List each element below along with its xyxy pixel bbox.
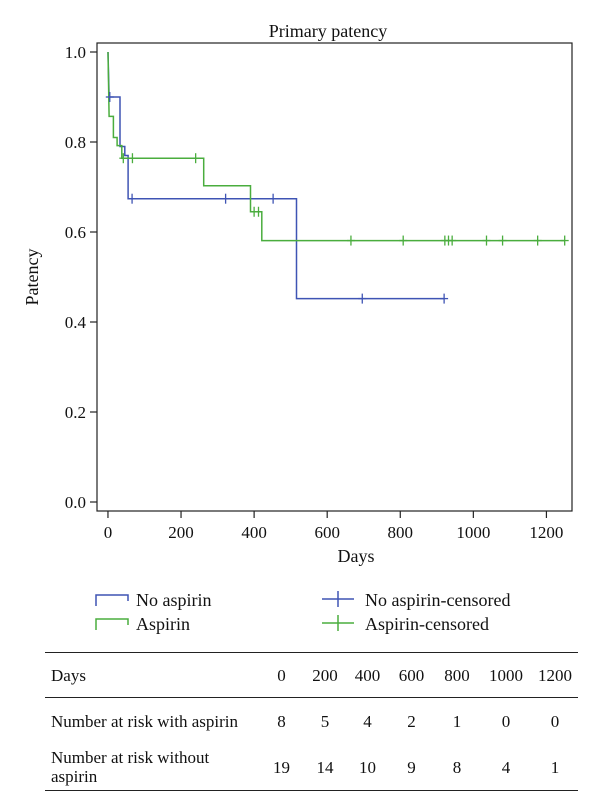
chart-title: Primary patency	[269, 21, 387, 41]
plot-frame	[96, 42, 573, 512]
x-tick-label: 400	[241, 523, 267, 542]
y-tick-label: 1.0	[65, 43, 86, 62]
x-tick-label: 1200	[529, 523, 563, 542]
risk-table-cell: 8	[434, 744, 480, 791]
legend-item-no-aspirin: No aspirin	[95, 590, 212, 610]
censor-mark-no-aspirin	[221, 193, 230, 204]
censor-mark-aspirin	[399, 235, 408, 246]
risk-table-day: 200	[304, 652, 346, 698]
km-chart: Primary patency 0 200 400 600 800 1000 1200 0.0…	[22, 21, 573, 634]
censor-mark-aspirin	[448, 235, 457, 246]
risk-table-cell: 1	[452, 711, 462, 731]
legend-label-aspirin: Aspirin	[136, 614, 190, 634]
legend: No aspirin Aspirin No aspirin-censored A…	[95, 590, 510, 634]
series-lines	[107, 51, 565, 300]
y-tick-label: 0.2	[65, 403, 86, 422]
legend-item-aspirin-censored: Aspirin-censored	[322, 614, 489, 634]
risk-table-row-label: Number at risk with aspirin	[51, 711, 238, 731]
censor-mark-aspirin	[346, 235, 355, 246]
x-tick-label: 600	[314, 523, 340, 542]
risk-table-day: 800	[434, 652, 480, 698]
legend-step-icon	[95, 594, 129, 606]
risk-table-day: 400	[346, 652, 389, 698]
x-tick-label: 1000	[456, 523, 490, 542]
legend-label-no-aspirin: No aspirin	[136, 590, 212, 610]
legend-step-icon	[95, 618, 129, 630]
legend-label-aspirin-censored: Aspirin-censored	[365, 614, 489, 634]
risk-table-cell: 4	[480, 744, 532, 791]
axis-ticks: 0 200 400 600 800 1000 1200 0.0 0.2 0.4 0.6 0.8 1.0	[65, 43, 564, 542]
x-tick-label: 200	[168, 523, 194, 542]
x-tick-label: 0	[104, 523, 113, 542]
risk-table: Days 0 200 400 600 800 1000 1200 Number …	[45, 652, 578, 791]
censor-mark-aspirin	[191, 153, 200, 164]
risk-table-day: 1200	[532, 652, 578, 698]
x-tick-label: 800	[388, 523, 414, 542]
legend-item-no-aspirin-censored: No aspirin-censored	[322, 590, 510, 610]
y-tick-label: 0.4	[65, 313, 87, 332]
censor-mark-no-aspirin	[440, 293, 449, 304]
risk-table-cell: 2	[407, 711, 416, 731]
risk-table-day: 600	[389, 652, 434, 698]
censor-mark-no-aspirin	[269, 193, 278, 204]
censor-mark-aspirin	[254, 206, 263, 217]
y-tick-label: 0.0	[65, 493, 86, 512]
censor-mark-no-aspirin	[105, 92, 114, 102]
censor-mark-aspirin	[498, 235, 507, 246]
censor-mark-aspirin	[128, 153, 137, 164]
y-axis-title: Patency	[22, 249, 42, 306]
censor-mark-no-aspirin	[128, 193, 137, 204]
risk-table-cell: 1	[532, 744, 578, 791]
series-line-aspirin	[107, 51, 565, 242]
risk-table-cell: 5	[320, 711, 330, 731]
risk-table-header-label: Days	[45, 652, 259, 698]
risk-table-row-with-aspirin: Number at risk with aspirin 8 5 4 2 1 0 …	[45, 698, 578, 745]
y-tick-label: 0.8	[65, 133, 86, 152]
censor-mark-aspirin	[119, 153, 128, 164]
censor-mark-no-aspirin	[358, 293, 367, 304]
risk-table-cell: 0	[550, 711, 560, 731]
risk-table-day: 0	[259, 652, 304, 698]
series-line-no-aspirin	[107, 51, 445, 300]
risk-table-cell: 19	[259, 744, 304, 791]
censor-mark-aspirin	[482, 235, 491, 246]
risk-table-row-without-aspirin: Number at risk without aspirin 19 14 10 …	[45, 744, 578, 791]
risk-table-header-row: Days 0 200 400 600 800 1000 1200	[45, 652, 578, 698]
censor-mark-aspirin	[560, 235, 569, 246]
legend-label-no-aspirin-censored: No aspirin-censored	[365, 590, 510, 610]
risk-table-cell: 4	[363, 711, 372, 731]
x-axis-title: Days	[338, 546, 375, 566]
risk-table-cell: 0	[501, 711, 511, 731]
risk-table-day: 1000	[480, 652, 532, 698]
risk-table-cell: 9	[389, 744, 434, 791]
censor-marks	[105, 92, 569, 304]
risk-table-cell: 10	[346, 744, 389, 791]
risk-table-row-label: Number at risk without aspirin	[45, 744, 259, 791]
y-tick-label: 0.6	[65, 223, 86, 242]
risk-table-cell: 8	[277, 711, 286, 731]
legend-item-aspirin: Aspirin	[95, 614, 190, 634]
risk-table-cell: 14	[304, 744, 346, 791]
censor-mark-aspirin	[533, 235, 542, 246]
